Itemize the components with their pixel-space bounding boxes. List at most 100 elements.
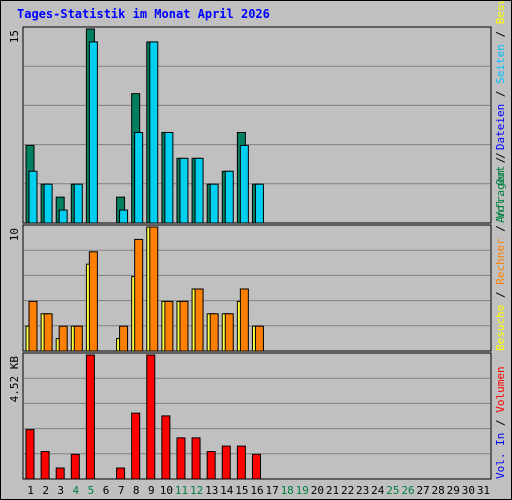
x-tick-label: 2	[42, 484, 49, 497]
legend-label: Besuche	[494, 1, 507, 24]
x-tick-label: 8	[133, 484, 140, 497]
bar-volumen-day-12	[191, 437, 201, 480]
x-tick-label: 22	[341, 484, 354, 497]
x-tick-label: 16	[250, 484, 263, 497]
bar-rechner-day-4	[73, 325, 83, 352]
panel-middle-ymax-label: 10	[8, 228, 21, 241]
bar-dateien-day-8	[134, 131, 144, 224]
bar-rechner-day-14	[224, 313, 234, 352]
bar-volumen-day-16	[251, 453, 261, 480]
legend-label: /	[494, 413, 507, 433]
x-tick-label: 30	[462, 484, 475, 497]
bar-rechner-day-9	[149, 226, 159, 352]
x-tick-label: 17	[265, 484, 278, 497]
bar-dateien-day-7	[119, 209, 129, 224]
x-tick-label: 28	[432, 484, 445, 497]
bar-dateien-day-4	[73, 183, 83, 224]
bar-rechner-day-12	[194, 288, 204, 352]
bar-dateien-day-5	[88, 41, 98, 224]
bar-dateien-day-3	[58, 209, 68, 224]
chart-title: Tages-Statistik im Monat April 2026	[17, 7, 270, 21]
x-tick-label: 23	[356, 484, 369, 497]
legend-label: Volumen	[494, 366, 507, 412]
bar-rechner-day-11	[179, 300, 189, 352]
bar-volumen-day-14	[221, 445, 231, 480]
x-tick-label: 15	[235, 484, 248, 497]
legend-label: Vol. Out	[494, 166, 507, 219]
panel-bottom-legend: Vol. In / Volumen	[494, 366, 507, 479]
bar-volumen-day-2	[40, 451, 50, 480]
legend-label: Rechner	[494, 238, 507, 285]
panel-top-legend: Anfragen / Dateien / Seiten / Besuche	[494, 1, 507, 223]
x-tick-label: 3	[57, 484, 64, 497]
bar-volumen-day-5	[85, 354, 95, 480]
x-tick-label: 13	[205, 484, 218, 497]
x-tick-label: 6	[103, 484, 110, 497]
bar-dateien-day-13	[209, 183, 219, 224]
bar-dateien-day-12	[194, 157, 204, 224]
bar-rechner-day-2	[43, 313, 53, 352]
legend-label: Besuche	[494, 305, 507, 351]
x-tick-label: 12	[190, 484, 203, 497]
bar-rechner-day-8	[134, 238, 144, 352]
legend-label: Vol. In	[494, 433, 507, 479]
x-tick-label: 25	[386, 484, 399, 497]
x-tick-label: 21	[326, 484, 339, 497]
bar-volumen-day-8	[131, 412, 141, 480]
legend-label: Dateien	[494, 104, 507, 150]
x-tick-label: 7	[118, 484, 125, 497]
bar-volumen-day-1	[25, 429, 35, 480]
bar-dateien-day-9	[149, 41, 159, 224]
bar-dateien-day-14	[224, 170, 234, 224]
legend-label: /	[494, 285, 507, 305]
bar-volumen-day-4	[70, 453, 80, 480]
x-tick-label: 27	[416, 484, 429, 497]
x-tick-label: 19	[296, 484, 309, 497]
bar-rechner-day-15	[239, 288, 249, 352]
panel-top-ymax-label: 15	[8, 30, 21, 43]
x-tick-label: 14	[220, 484, 234, 497]
x-tick-label: 1	[27, 484, 34, 497]
x-tick-label: 20	[311, 484, 324, 497]
bar-volumen-day-9	[146, 354, 156, 480]
legend-label: /	[494, 152, 507, 165]
panel-bottom-ymax-label: 4.52 KB	[8, 356, 21, 403]
legend-label: /	[494, 219, 507, 239]
bar-dateien-day-10	[164, 131, 174, 224]
bar-rechner-day-3	[58, 325, 68, 352]
x-tick-label: 11	[175, 484, 188, 497]
x-tick-label: 9	[148, 484, 155, 497]
legend-label: /	[494, 24, 507, 44]
bar-volumen-day-15	[236, 445, 246, 480]
bar-volumen-day-10	[161, 415, 171, 480]
legend-label: Seiten	[494, 44, 507, 84]
x-tick-label: 5	[88, 484, 95, 497]
x-tick-label: 26	[401, 484, 414, 497]
x-tick-label: 31	[477, 484, 490, 497]
bar-volumen-day-11	[176, 437, 186, 480]
bar-rechner-day-10	[164, 300, 174, 352]
bar-volumen-day-3	[55, 467, 65, 480]
panel-middle-legend: Besuche / Rechner / Vol. Out /	[494, 152, 507, 351]
x-tick-label: 24	[371, 484, 385, 497]
bar-rechner-day-7	[119, 325, 129, 352]
bar-dateien-day-15	[239, 144, 249, 224]
legend-label: /	[494, 84, 507, 104]
bar-rechner-day-16	[254, 325, 264, 352]
x-tick-label: 10	[160, 484, 173, 497]
bar-dateien-day-16	[254, 183, 264, 224]
bar-dateien-day-1	[28, 170, 38, 224]
legend-label: /	[494, 150, 507, 170]
x-tick-label: 4	[73, 484, 80, 497]
bar-dateien-day-11	[179, 157, 189, 224]
x-tick-label: 29	[447, 484, 460, 497]
bar-volumen-day-13	[206, 451, 216, 480]
x-tick-label: 18	[281, 484, 294, 497]
legend-label: Anfragen	[494, 170, 507, 223]
bar-rechner-day-1	[28, 300, 38, 352]
bar-dateien-day-2	[43, 183, 53, 224]
bar-volumen-day-7	[116, 467, 126, 480]
bar-rechner-day-13	[209, 313, 219, 352]
